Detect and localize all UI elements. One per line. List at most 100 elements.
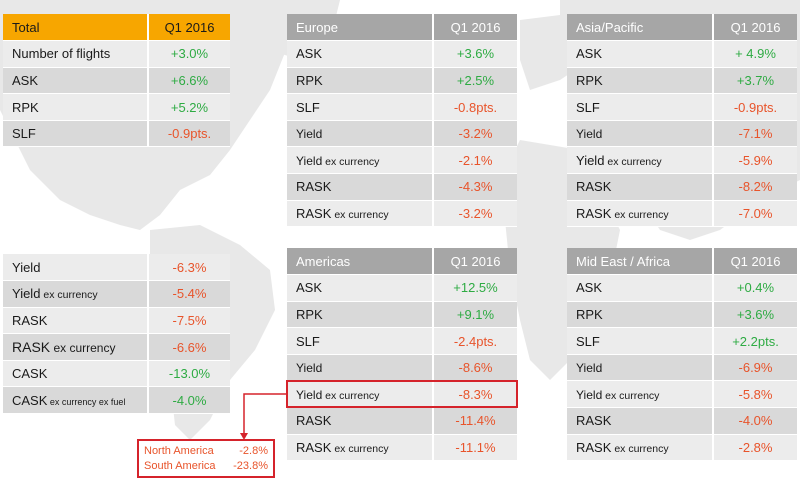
callout-value: -2.8%	[239, 445, 268, 457]
asia-header-period: Q1 2016	[712, 14, 797, 41]
table-row: RPK +2.5%	[287, 67, 517, 94]
row-label-suffix: ex currency	[50, 341, 116, 356]
row-label-main: Yield	[296, 361, 323, 376]
row-label: SLF	[3, 120, 148, 147]
row-label: RPK	[3, 93, 148, 121]
row-value: -6.3%	[147, 254, 230, 281]
row-label-main: RASK	[576, 205, 612, 221]
row-label: CASK	[3, 360, 148, 387]
table-row: Yield -3.2%	[287, 120, 517, 147]
row-label: RASK	[287, 407, 433, 435]
highlight-box	[286, 380, 518, 408]
row-label-suffix: ex currency	[331, 208, 389, 221]
row-label: RPK	[567, 301, 713, 328]
table-row: RPK +3.7%	[567, 67, 797, 94]
row-label: Number of flights	[3, 40, 148, 68]
row-label: Yield ex currency	[567, 146, 713, 174]
total-header-label: Total	[3, 14, 148, 41]
table-row: RASK -4.3%	[287, 173, 517, 201]
row-label-main: Yield	[12, 286, 41, 302]
row-label: ASK	[567, 40, 713, 68]
table-row: Yield -7.1%	[567, 120, 797, 147]
row-label-main: RASK	[12, 312, 48, 328]
row-label-main: ASK	[576, 46, 603, 62]
row-label: Yield ex currency	[287, 146, 433, 174]
row-label-main: Yield	[296, 153, 323, 168]
table-row: ASK +12.5%	[287, 274, 517, 302]
row-value: -6.6%	[147, 333, 230, 361]
row-value: -7.1%	[712, 120, 797, 147]
row-value: +3.6%	[432, 40, 517, 68]
table-row: Yield -6.9%	[567, 354, 797, 381]
row-label: Yield	[287, 354, 433, 381]
row-value: -5.8%	[712, 380, 797, 408]
total-header-period: Q1 2016	[147, 14, 230, 41]
callout-box: North America -2.8% South America -23.8%	[137, 439, 275, 478]
row-label: SLF	[287, 93, 433, 121]
row-value: -4.0%	[712, 407, 797, 435]
row-value: -2.1%	[432, 146, 517, 174]
row-value: -5.9%	[712, 146, 797, 174]
row-label-main: RASK	[576, 413, 612, 429]
row-label: RASK	[3, 307, 148, 334]
row-value: -8.2%	[712, 173, 797, 201]
row-value: +3.6%	[712, 301, 797, 328]
row-label: Yield ex currency	[287, 380, 433, 408]
row-label-main: Yield	[576, 361, 603, 376]
callout-row: South America -23.8%	[144, 459, 268, 474]
table-row: RPK +3.6%	[567, 301, 797, 328]
row-label-main: Yield	[576, 127, 603, 142]
row-value: +12.5%	[432, 274, 517, 302]
row-label-suffix: ex currency	[322, 389, 380, 402]
row-value: -8.3%	[432, 380, 517, 408]
row-label-main: Yield	[576, 152, 605, 168]
total-header-row: Total Q1 2016	[3, 14, 230, 41]
table-row: RPK +5.2%	[3, 93, 230, 121]
row-value: +3.0%	[147, 40, 230, 68]
table-row: SLF -0.8pts.	[287, 93, 517, 121]
table-row: ASK + 4.9%	[567, 40, 797, 68]
table-row: RASK ex currency -7.0%	[567, 200, 797, 227]
row-value: + 4.9%	[712, 40, 797, 68]
row-label: SLF	[567, 327, 713, 355]
row-label: RASK ex currency	[567, 200, 713, 227]
table-row: CASK ex currency ex fuel -4.0%	[3, 386, 230, 414]
asia-header-row: Asia/Pacific Q1 2016	[567, 14, 797, 41]
row-label-suffix: ex currency	[322, 155, 380, 168]
row-label-suffix: ex currency	[40, 289, 98, 302]
row-label-suffix: ex currency	[602, 389, 660, 402]
row-label: Yield	[287, 120, 433, 147]
row-label-main: ASK	[296, 46, 323, 62]
row-value: -4.3%	[432, 173, 517, 201]
table-row: Yield -6.3%	[3, 254, 230, 281]
table-row: RASK -8.2%	[567, 173, 797, 201]
row-value: -0.8pts.	[432, 93, 517, 121]
americas-header-row: Americas Q1 2016	[287, 248, 517, 275]
table-row: RASK -11.4%	[287, 407, 517, 435]
row-label: SLF	[287, 327, 433, 355]
row-label-main: CASK	[12, 366, 48, 382]
row-value: +2.5%	[432, 67, 517, 94]
callout-value: -23.8%	[233, 460, 268, 472]
row-value: -6.9%	[712, 354, 797, 381]
table-row: ASK +0.4%	[567, 274, 797, 302]
row-label: Yield	[567, 354, 713, 381]
table-row: Yield -8.6%	[287, 354, 517, 381]
table-row: SLF +2.2pts.	[567, 327, 797, 355]
row-label: RASK	[567, 173, 713, 201]
mideast-header-period: Q1 2016	[712, 248, 797, 275]
row-label-main: RASK	[296, 179, 332, 195]
row-label-main: RASK	[12, 339, 51, 356]
row-label-main: RASK	[296, 205, 332, 221]
mid-east-africa-table: Mid East / Africa Q1 2016 ASK +0.4% RPK +3…	[567, 248, 797, 461]
row-value: -11.1%	[432, 434, 517, 461]
row-label-main: Yield	[296, 127, 323, 142]
row-label-main: SLF	[576, 333, 600, 349]
row-value: -3.2%	[432, 120, 517, 147]
callout-label: South America	[144, 460, 216, 472]
total-yield-table: Yield -6.3% Yield ex currency -5.4% RASK…	[3, 254, 230, 414]
row-label-main: RPK	[576, 306, 603, 322]
row-label: RPK	[287, 301, 433, 328]
americas-header-label: Americas	[287, 248, 433, 275]
row-value: -3.2%	[432, 200, 517, 227]
